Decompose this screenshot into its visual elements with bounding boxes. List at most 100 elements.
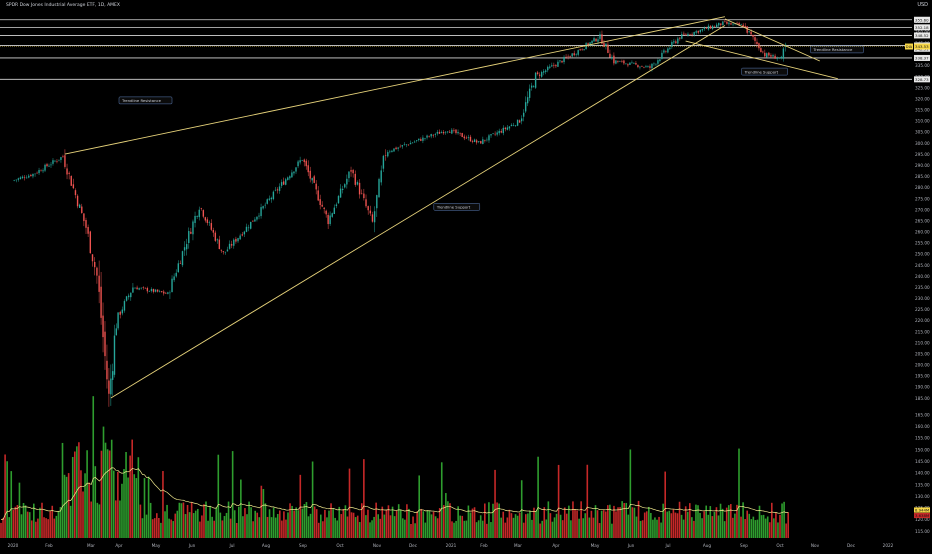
candle-body bbox=[413, 141, 416, 143]
candle-body bbox=[163, 291, 165, 294]
candle-body bbox=[506, 127, 509, 130]
volume-bar bbox=[660, 522, 662, 538]
volume-bar bbox=[529, 510, 531, 538]
candle-body bbox=[171, 278, 173, 293]
candle-body bbox=[451, 129, 453, 134]
volume-bar bbox=[190, 502, 193, 538]
candle-body bbox=[323, 207, 325, 209]
volume-bar bbox=[145, 514, 148, 538]
candle-body bbox=[331, 213, 333, 217]
candle-body bbox=[110, 378, 112, 395]
time-tick-label: Nov bbox=[373, 543, 382, 548]
volume-bar bbox=[543, 507, 546, 538]
candle-body bbox=[156, 289, 159, 292]
volume-bar bbox=[738, 448, 740, 538]
volume-bar bbox=[408, 508, 410, 538]
candle-body bbox=[87, 226, 89, 234]
volume-bar bbox=[37, 518, 39, 538]
candle-body bbox=[611, 56, 613, 59]
volume-bar bbox=[18, 482, 21, 538]
volume-bar bbox=[276, 513, 279, 538]
candle-body bbox=[418, 138, 420, 141]
candle-body bbox=[115, 328, 117, 336]
current-price-label: 343.53 bbox=[915, 44, 929, 49]
volume-bar bbox=[168, 518, 170, 538]
candle-body bbox=[315, 183, 317, 190]
candle-body bbox=[504, 127, 507, 130]
volume-bar bbox=[102, 426, 105, 538]
candle-body bbox=[540, 72, 543, 77]
candle-body bbox=[661, 52, 663, 59]
volume-bar bbox=[463, 520, 466, 538]
candle-body bbox=[214, 232, 217, 241]
candle-body bbox=[758, 43, 760, 49]
candle-body bbox=[746, 26, 748, 33]
candle-body bbox=[196, 216, 198, 217]
time-tick-label: Jul bbox=[664, 543, 670, 548]
volume-bar bbox=[645, 511, 648, 538]
current-price-badge bbox=[914, 43, 930, 50]
volume-bar bbox=[47, 519, 49, 538]
volume-bar bbox=[22, 503, 25, 538]
volume-tick-label: 120.00 bbox=[915, 517, 930, 522]
volume-bar bbox=[41, 502, 43, 538]
volume-bar bbox=[164, 511, 166, 538]
candle-body bbox=[426, 135, 428, 138]
volume-bar bbox=[559, 514, 562, 538]
volume-bar bbox=[730, 504, 732, 538]
volume-bar bbox=[522, 522, 525, 538]
volume-bar bbox=[125, 452, 127, 538]
volume-bar bbox=[194, 510, 197, 538]
time-tick-label: Mar bbox=[514, 543, 522, 548]
volume-bar bbox=[92, 396, 95, 538]
volume-bar bbox=[514, 514, 517, 538]
candle-body bbox=[651, 63, 653, 69]
candle-body bbox=[411, 142, 414, 144]
volume-bar bbox=[217, 454, 220, 538]
candle-body bbox=[321, 204, 323, 207]
candle-body bbox=[313, 176, 315, 183]
volume-bar bbox=[137, 457, 140, 538]
candle-body bbox=[89, 231, 92, 254]
volume-bar bbox=[658, 516, 660, 538]
volume-bar bbox=[100, 450, 103, 538]
volume-bar bbox=[65, 476, 68, 538]
candle-body bbox=[81, 206, 83, 214]
volume-bar bbox=[94, 466, 97, 538]
volume-bar bbox=[279, 510, 281, 538]
volume-bar bbox=[764, 518, 767, 538]
candle-body bbox=[100, 286, 102, 318]
volume-bar bbox=[266, 516, 269, 538]
time-tick-label: Oct bbox=[336, 543, 344, 548]
volume-bar bbox=[527, 513, 529, 538]
candle-body bbox=[123, 301, 126, 311]
time-tick-label: Jul bbox=[228, 543, 234, 548]
volume-bar bbox=[186, 504, 189, 538]
candle-body bbox=[85, 220, 87, 228]
candle-body bbox=[70, 175, 72, 186]
price-badge bbox=[914, 76, 930, 83]
candle-body bbox=[440, 132, 443, 134]
candle-body bbox=[68, 172, 70, 174]
candle-body bbox=[264, 204, 266, 206]
volume-bar bbox=[684, 506, 687, 538]
price-tick-label: 200.00 bbox=[915, 363, 930, 368]
volume-bar bbox=[539, 523, 541, 538]
volume-bar bbox=[115, 500, 117, 538]
volume-bar bbox=[625, 502, 628, 538]
volume-bar bbox=[33, 503, 35, 538]
candle-body bbox=[516, 119, 519, 126]
volume-bar bbox=[363, 459, 365, 538]
volume-bar bbox=[330, 503, 332, 538]
volume-bar bbox=[666, 511, 669, 538]
candle-body bbox=[579, 49, 581, 51]
candle-body bbox=[256, 216, 258, 220]
volume-badge-label: 8.944M bbox=[915, 507, 929, 512]
candle-body bbox=[473, 139, 476, 142]
volume-bar bbox=[508, 509, 511, 538]
candle-body bbox=[262, 206, 264, 209]
price-badge-label: 352.18 bbox=[915, 25, 929, 30]
volume-bar bbox=[650, 512, 652, 538]
